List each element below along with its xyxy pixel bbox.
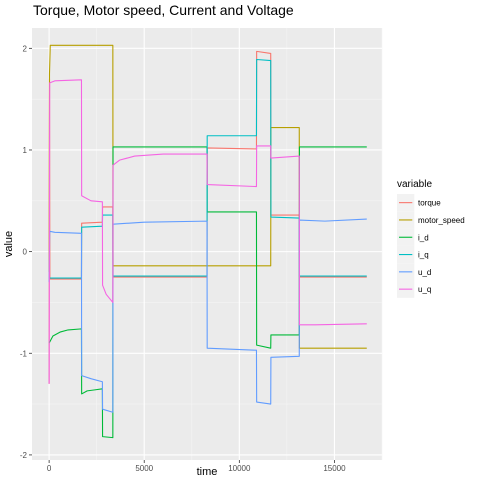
legend-label-u-d: u_d	[418, 268, 431, 277]
x-axis-title: time	[197, 466, 218, 478]
series-layer	[48, 44, 367, 439]
series-line-torque	[48, 50, 367, 384]
chart-title: Torque, Motor speed, Current and Voltage	[33, 2, 294, 18]
legend-label-i-q: i_q	[418, 251, 429, 260]
legend-label-u-q: u_q	[418, 285, 431, 294]
y-axis: -2 -1 0 1 2	[20, 44, 32, 460]
y-tick-label: 0	[23, 248, 28, 257]
x-tick-label: 10000	[228, 464, 251, 473]
series-line-u-q	[48, 79, 367, 384]
x-tick-label: 5000	[135, 464, 153, 473]
y-axis-title: value	[3, 231, 15, 257]
legend-title: variable	[397, 179, 432, 190]
y-tick-label: -2	[20, 451, 28, 460]
legend-label-i-d: i_d	[418, 233, 429, 242]
x-tick-label: 15000	[323, 464, 346, 473]
legend-label-torque: torque	[418, 199, 441, 208]
series-line-i-d	[48, 146, 367, 439]
y-tick-label: -1	[20, 349, 28, 358]
series-line-u-d	[48, 218, 367, 413]
legend: variable torque motor_speed i_d i_q u_d u_q	[397, 179, 465, 298]
x-tick-label: 0	[47, 464, 52, 473]
legend-label-motor-speed: motor_speed	[418, 216, 465, 225]
x-axis: 0 5000 10000 15000	[47, 460, 346, 473]
y-tick-label: 2	[23, 44, 28, 53]
y-tick-label: 1	[23, 146, 28, 155]
